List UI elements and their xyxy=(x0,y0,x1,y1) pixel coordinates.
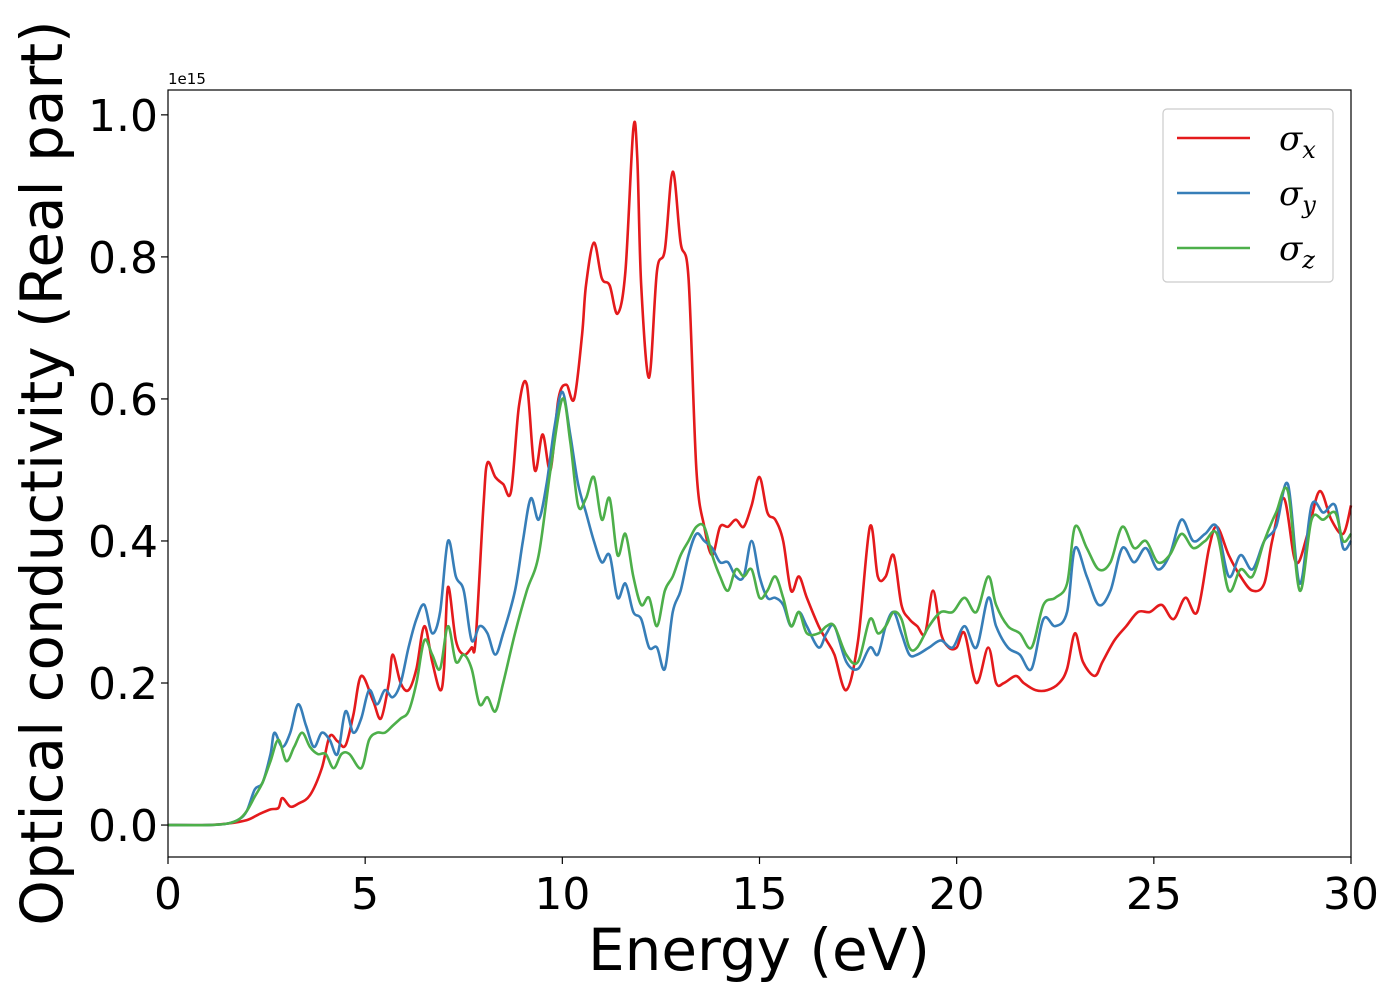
x-tick-label: 20 xyxy=(929,869,985,920)
x-tick-label: 10 xyxy=(534,869,590,920)
y-axis: 0.0 0.2 0.4 0.6 0.8 1.0 xyxy=(88,91,168,852)
y-tick-label: 1.0 xyxy=(88,91,158,142)
x-tick-label: 30 xyxy=(1323,869,1379,920)
series-line-sigma_z xyxy=(167,397,1353,827)
x-tick-label: 5 xyxy=(351,869,379,920)
y-tick-label: 0.8 xyxy=(88,233,158,284)
plot-background xyxy=(168,90,1351,857)
y-offset-text: 1e15 xyxy=(168,70,206,88)
y-tick-label: 0.6 xyxy=(88,375,158,426)
legend-frame xyxy=(1162,108,1334,283)
x-tick-label: 25 xyxy=(1126,869,1182,920)
series-line-sigma_x xyxy=(167,120,1353,827)
legend-label-sigma_x: σx xyxy=(1279,119,1316,164)
y-tick-label: 0.0 xyxy=(88,801,158,852)
x-tick-label: 0 xyxy=(154,869,182,920)
y-axis-title: Optical conductivity (Real part) xyxy=(8,20,76,925)
x-axis: 0 5 10 15 20 25 30 xyxy=(154,857,1379,920)
x-tick-label: 15 xyxy=(732,869,788,920)
legend-label-sigma_z: σz xyxy=(1279,229,1315,274)
series-layer xyxy=(167,120,1353,827)
y-tick-label: 0.2 xyxy=(88,659,158,710)
x-axis-title: Energy (eV) xyxy=(588,916,930,984)
legend-label-sigma_y: σy xyxy=(1279,174,1316,219)
y-tick-label: 0.4 xyxy=(88,517,158,568)
legend: σx σy σz xyxy=(1162,108,1334,283)
